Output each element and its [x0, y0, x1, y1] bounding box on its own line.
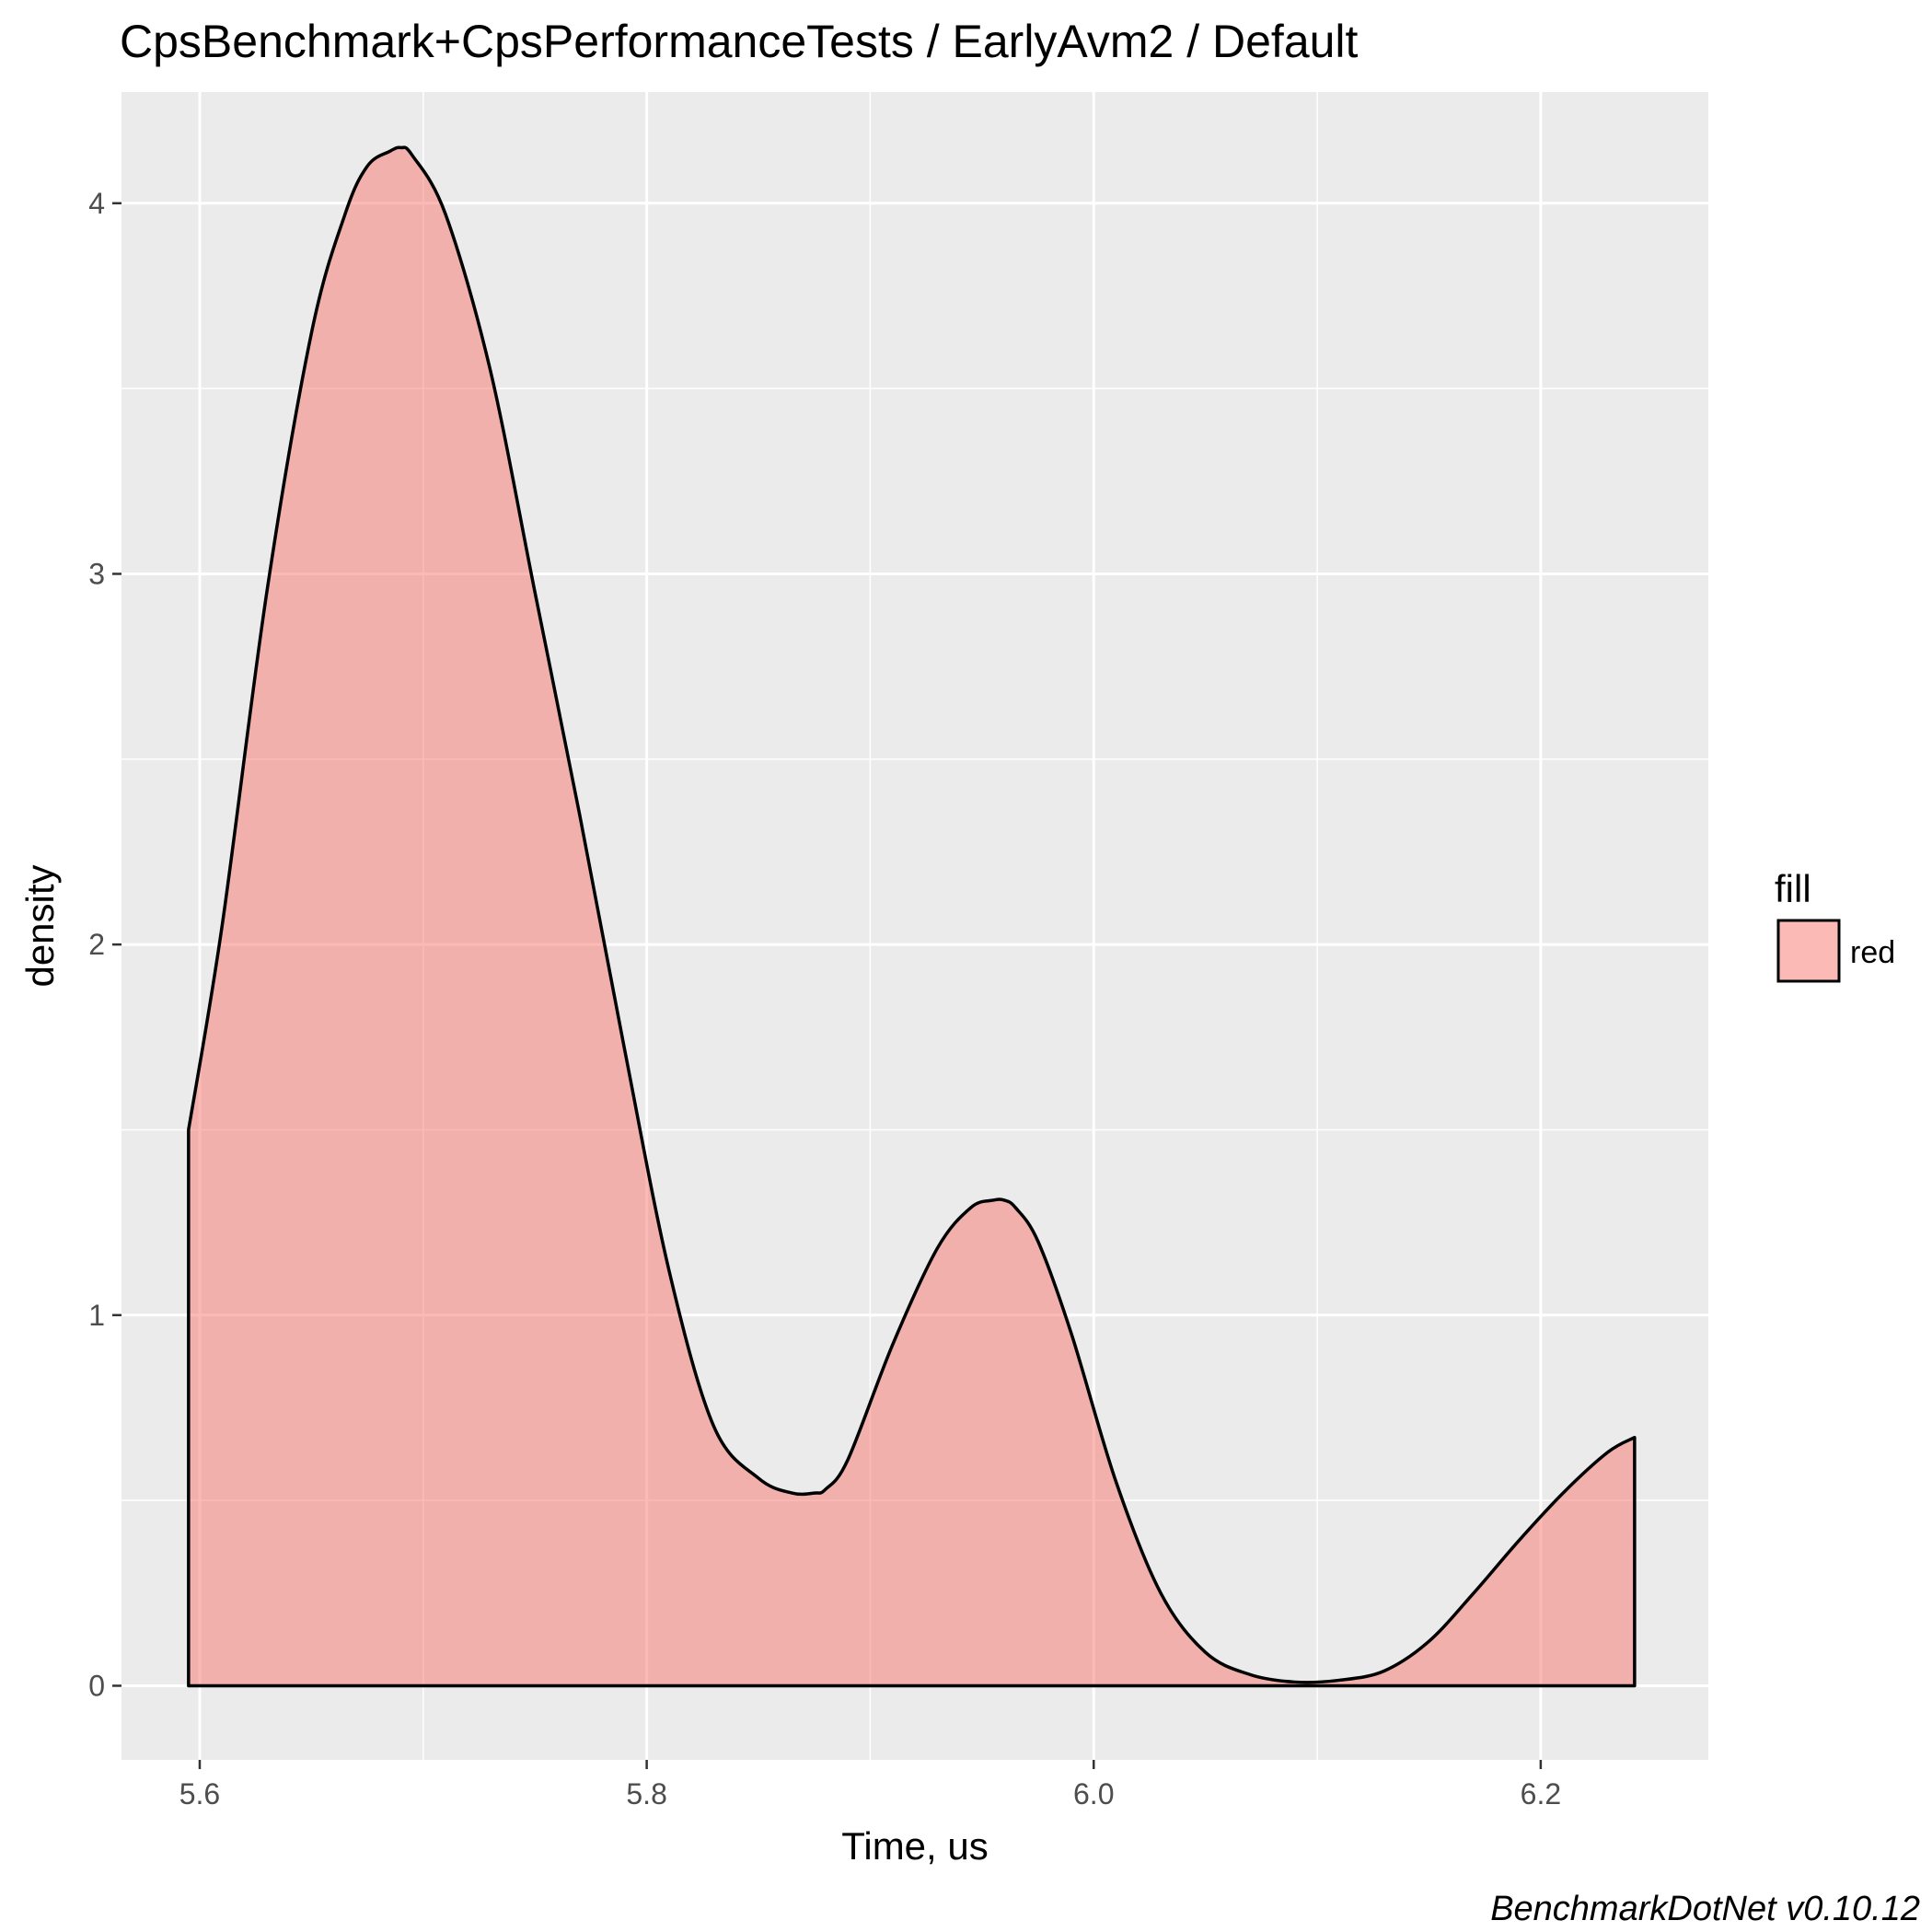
y-tick-label: 0 [88, 1669, 105, 1702]
x-tick-label: 6.2 [1521, 1777, 1561, 1811]
x-tick-label: 5.6 [179, 1777, 220, 1811]
axis-ticks [112, 202, 1543, 1769]
legend-key-red [1776, 919, 1841, 983]
density-area [187, 145, 1637, 1688]
y-axis-title: density [18, 864, 62, 987]
x-axis-title: Time, us [841, 1824, 988, 1868]
x-tick-labels: 5.6 5.8 6.0 6.2 [179, 1777, 1561, 1811]
legend-label-red: red [1850, 935, 1895, 970]
x-tick-label: 6.0 [1073, 1777, 1114, 1811]
y-tick-label: 3 [88, 557, 105, 590]
y-tick-label: 4 [88, 187, 105, 220]
legend: fill red [1775, 867, 1895, 983]
y-tick-label: 2 [88, 928, 105, 961]
density-area-red [187, 145, 1637, 1688]
caption: BenchmarkDotNet v0.10.12 [1490, 1890, 1920, 1928]
y-tick-label: 1 [88, 1299, 105, 1332]
y-tick-labels: 0 1 2 3 4 [88, 187, 105, 1703]
chart-title: CpsBenchmark+CpsPerformanceTests / Early… [120, 16, 1359, 67]
legend-title: fill [1775, 867, 1811, 910]
x-tick-label: 5.8 [626, 1777, 666, 1811]
